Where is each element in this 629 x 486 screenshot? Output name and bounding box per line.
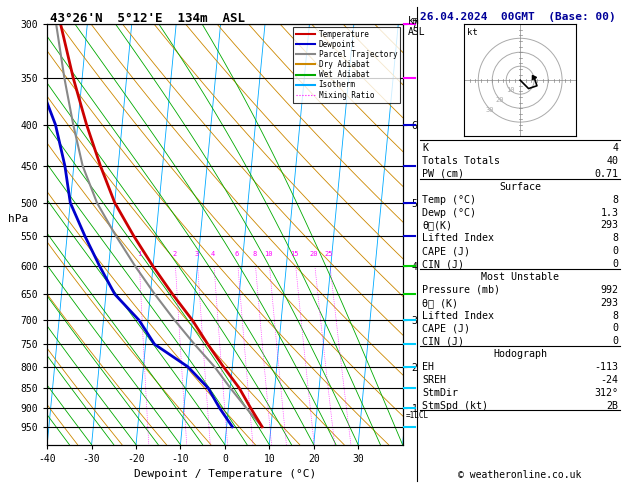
Text: 8: 8 — [612, 311, 618, 321]
Text: 10: 10 — [264, 251, 273, 258]
Text: Surface: Surface — [499, 182, 541, 192]
Text: 992: 992 — [600, 285, 618, 295]
Text: 15: 15 — [291, 251, 299, 258]
Text: 3: 3 — [195, 251, 199, 258]
Text: 0: 0 — [612, 259, 618, 269]
Text: Most Unstable: Most Unstable — [481, 272, 559, 282]
Text: StmSpd (kt): StmSpd (kt) — [422, 401, 488, 411]
Text: hPa: hPa — [8, 214, 28, 224]
Text: 10: 10 — [506, 87, 515, 93]
X-axis label: Dewpoint / Temperature (°C): Dewpoint / Temperature (°C) — [134, 469, 316, 479]
Text: km
ASL: km ASL — [408, 16, 425, 37]
Text: CIN (J): CIN (J) — [422, 259, 464, 269]
Text: 6: 6 — [235, 251, 239, 258]
Text: 2: 2 — [172, 251, 177, 258]
Text: 0: 0 — [612, 336, 618, 347]
Text: Pressure (mb): Pressure (mb) — [422, 285, 500, 295]
Text: K: K — [422, 143, 428, 153]
Text: 312°: 312° — [594, 388, 618, 398]
Text: CAPE (J): CAPE (J) — [422, 246, 470, 256]
Text: 20: 20 — [309, 251, 318, 258]
Text: 26.04.2024  00GMT  (Base: 00): 26.04.2024 00GMT (Base: 00) — [420, 12, 616, 22]
Text: 8: 8 — [612, 195, 618, 205]
Text: Hodograph: Hodograph — [493, 349, 547, 359]
Text: 20: 20 — [496, 97, 504, 104]
Text: =1LCL: =1LCL — [405, 411, 428, 420]
Text: 43°26'N  5°12'E  134m  ASL: 43°26'N 5°12'E 134m ASL — [50, 12, 245, 25]
Text: θᴄ(K): θᴄ(K) — [422, 221, 452, 230]
Text: 0: 0 — [612, 246, 618, 256]
Text: CIN (J): CIN (J) — [422, 336, 464, 347]
Text: 4: 4 — [612, 143, 618, 153]
Text: kt: kt — [467, 28, 477, 36]
Text: 40: 40 — [606, 156, 618, 166]
Text: -24: -24 — [600, 375, 618, 385]
Text: Temp (°C): Temp (°C) — [422, 195, 476, 205]
Text: 0.71: 0.71 — [594, 169, 618, 179]
Text: 293: 293 — [600, 221, 618, 230]
Text: 293: 293 — [600, 298, 618, 308]
Text: StmDir: StmDir — [422, 388, 458, 398]
Text: 0: 0 — [612, 324, 618, 333]
Legend: Temperature, Dewpoint, Parcel Trajectory, Dry Adiabat, Wet Adiabat, Isotherm, Mi: Temperature, Dewpoint, Parcel Trajectory… — [292, 27, 400, 103]
Text: 1: 1 — [136, 251, 141, 258]
Text: Lifted Index: Lifted Index — [422, 233, 494, 243]
Text: SREH: SREH — [422, 375, 446, 385]
Text: 8: 8 — [252, 251, 257, 258]
Text: Dewp (°C): Dewp (°C) — [422, 208, 476, 218]
Text: 4: 4 — [211, 251, 215, 258]
Text: -113: -113 — [594, 362, 618, 372]
Text: CAPE (J): CAPE (J) — [422, 324, 470, 333]
Text: © weatheronline.co.uk: © weatheronline.co.uk — [459, 470, 582, 480]
Text: EH: EH — [422, 362, 434, 372]
Text: 8: 8 — [612, 233, 618, 243]
Text: 1.3: 1.3 — [600, 208, 618, 218]
Text: 2B: 2B — [606, 401, 618, 411]
Text: Totals Totals: Totals Totals — [422, 156, 500, 166]
Text: 30: 30 — [486, 107, 494, 113]
Text: PW (cm): PW (cm) — [422, 169, 464, 179]
Text: Lifted Index: Lifted Index — [422, 311, 494, 321]
Text: θᴄ (K): θᴄ (K) — [422, 298, 458, 308]
Text: 25: 25 — [325, 251, 333, 258]
